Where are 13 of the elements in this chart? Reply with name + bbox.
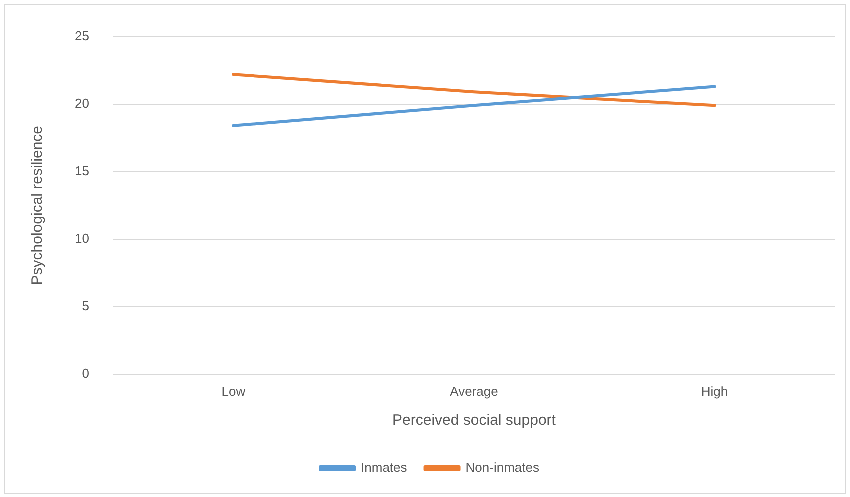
- y-tick-label: 5: [82, 298, 90, 314]
- x-axis-title: Perceived social support: [392, 412, 557, 430]
- x-tick-label: Average: [450, 384, 498, 399]
- y-tick-label: 10: [74, 230, 90, 246]
- legend-label: Inmates: [361, 460, 408, 476]
- y-tick-label: 15: [74, 163, 90, 178]
- legend-label: Non-inmates: [466, 460, 540, 476]
- y-tick-label: 0: [82, 366, 90, 381]
- y-tick-label: 20: [74, 96, 90, 111]
- x-tick-label: Low: [222, 384, 246, 399]
- y-axis-title: Psychological resilience: [29, 126, 46, 286]
- y-tick-label: 25: [74, 28, 90, 44]
- x-tick-label: High: [701, 384, 728, 399]
